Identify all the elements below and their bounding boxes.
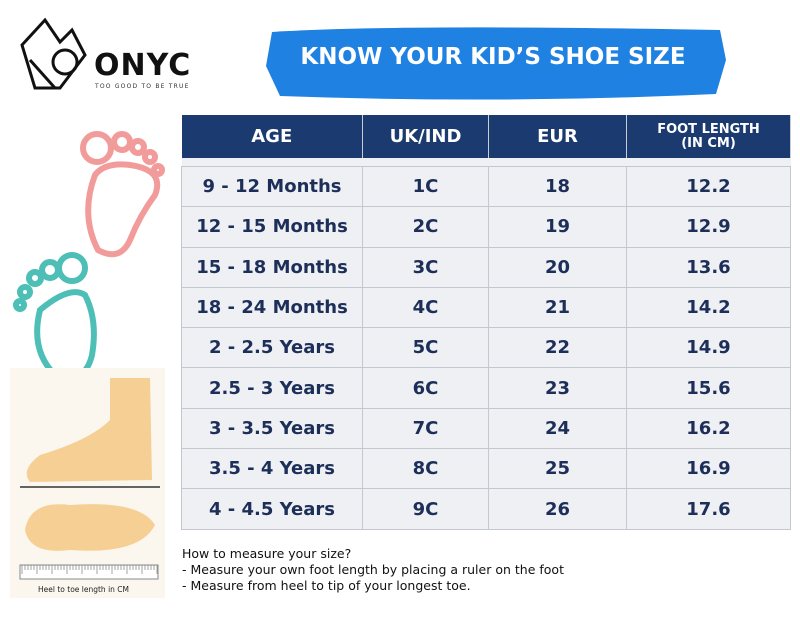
table-cell: 3C xyxy=(362,246,489,288)
table-cell: 1C xyxy=(362,165,489,208)
table-cell: 21 xyxy=(488,286,627,329)
table-cell: 12 - 15 Months xyxy=(181,206,363,248)
table-cell: 22 xyxy=(488,327,627,369)
caption: Heel to toe length in CM xyxy=(38,585,129,594)
logo-text: ONYC xyxy=(94,48,192,83)
table-cell: 5C xyxy=(362,327,489,369)
tagline: TOO GOOD TO BE TRUE xyxy=(95,83,190,90)
header-row: AGE UK/IND EUR FOOT LENGTH (IN CM) xyxy=(181,115,791,158)
table-cell: 14.2 xyxy=(626,286,791,329)
table-cell: 23 xyxy=(488,367,627,409)
instructions: How to measure your size? - Measure your… xyxy=(182,546,564,594)
table-cell: 26 xyxy=(488,488,627,530)
table-cell: 3.5 - 4 Years xyxy=(181,448,363,490)
table-cell: 9 - 12 Months xyxy=(181,165,363,208)
table-cell: 13.6 xyxy=(626,246,791,288)
teal-foot xyxy=(13,252,97,381)
table-row: 12 - 15 Months 2C 19 12.9 xyxy=(181,206,791,248)
table-row: 2.5 - 3 Years 6C 23 15.6 xyxy=(181,367,791,409)
spacer-cell xyxy=(362,158,489,167)
column-header: AGE xyxy=(181,115,363,158)
table-cell: 4 - 4.5 Years xyxy=(181,488,363,530)
table-cell: 12.2 xyxy=(626,165,791,208)
spacer-cell xyxy=(488,158,627,167)
table-cell: 8C xyxy=(362,448,489,490)
table-cell: 16.9 xyxy=(626,448,791,490)
column-header: FOOT LENGTH (IN CM) xyxy=(626,115,791,158)
top-foot xyxy=(25,504,155,551)
table-cell: 16.2 xyxy=(626,407,791,450)
spacer-cell xyxy=(626,158,791,167)
table-cell: 3 - 3.5 Years xyxy=(181,407,363,450)
table-cell: 9C xyxy=(362,488,489,530)
spacer-row xyxy=(181,158,791,167)
title: KNOW YOUR KID’S SHOE SIZE xyxy=(300,44,686,70)
instruction-line: - Measure your own foot length by placin… xyxy=(182,562,564,577)
size-table: AGE UK/IND EUR FOOT LENGTH (IN CM) 9 - 12 M… xyxy=(181,115,791,530)
table-body: 9 - 12 Months 1C 18 12.2 12 - 15 Months 2C 19 1… xyxy=(181,158,791,530)
table-row: 3.5 - 4 Years 8C 25 16.9 xyxy=(181,448,791,490)
column-header: EUR xyxy=(488,115,627,158)
table-row: 2 - 2.5 Years 5C 22 14.9 xyxy=(181,327,791,369)
table-cell: 24 xyxy=(488,407,627,450)
table-row: 4 - 4.5 Years 9C 26 17.6 xyxy=(181,488,791,530)
table-cell: 12.9 xyxy=(626,206,791,248)
pink-foot xyxy=(80,131,165,258)
table-cell: 6C xyxy=(362,367,489,409)
table-cell: 17.6 xyxy=(626,488,791,530)
table-cell: 4C xyxy=(362,286,489,329)
side-foot xyxy=(26,378,153,482)
table-cell: 18 - 24 Months xyxy=(181,286,363,329)
table-cell: 7C xyxy=(362,407,489,450)
spacer-cell xyxy=(181,158,363,167)
table-cell: 15 - 18 Months xyxy=(181,246,363,288)
title-banner xyxy=(266,27,726,100)
instructions-heading: How to measure your size? xyxy=(182,546,352,561)
table-cell: 2C xyxy=(362,206,489,248)
logo-mark xyxy=(20,17,87,90)
column-header: UK/IND xyxy=(362,115,489,158)
table-cell: 18 xyxy=(488,165,627,208)
table-cell: 14.9 xyxy=(626,327,791,369)
ruler xyxy=(19,564,159,580)
table-row: 18 - 24 Months 4C 21 14.2 xyxy=(181,286,791,329)
table-cell: 19 xyxy=(488,206,627,248)
table-row: 3 - 3.5 Years 7C 24 16.2 xyxy=(181,407,791,450)
table-row: 9 - 12 Months 1C 18 12.2 xyxy=(181,165,791,208)
table-cell: 2 - 2.5 Years xyxy=(181,327,363,369)
table-cell: 25 xyxy=(488,448,627,490)
instruction-line: - Measure from heel to tip of your longe… xyxy=(182,578,471,593)
table-cell: 15.6 xyxy=(626,367,791,409)
table-cell: 2.5 - 3 Years xyxy=(181,367,363,409)
table-cell: 20 xyxy=(488,246,627,288)
table-row: 15 - 18 Months 3C 20 13.6 xyxy=(181,246,791,288)
